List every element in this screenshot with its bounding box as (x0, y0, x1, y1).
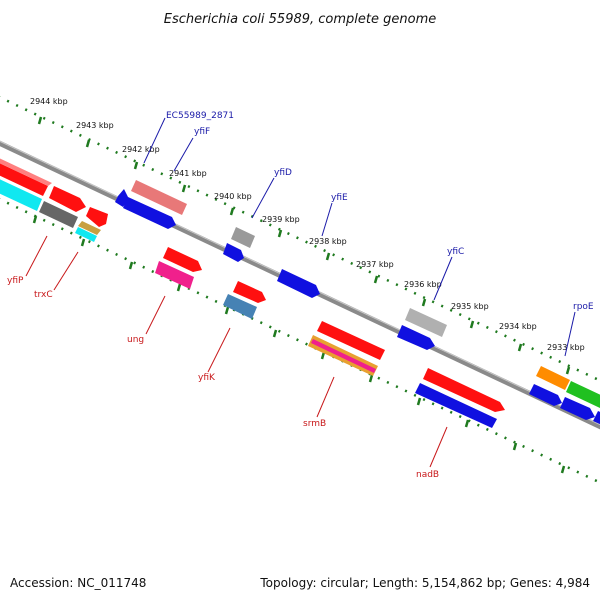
scale-label: 2934 kbp (499, 322, 537, 331)
gene-label: rpoE (573, 302, 594, 312)
feature-arrow (39, 201, 78, 228)
feature-arrow (131, 180, 187, 215)
feature-arrow (405, 308, 447, 337)
gene-label: yfiD (274, 168, 292, 178)
feature-arrow (0, 163, 48, 196)
feature-arrow (0, 158, 52, 186)
features-upper (0, 158, 600, 428)
scale-label: 2933 kbp (547, 343, 585, 352)
gene-label: nadB (416, 470, 439, 480)
top-label-leaders (143, 117, 576, 357)
scale-label: 2941 kbp (169, 169, 207, 178)
feature-arrow (223, 294, 257, 319)
inner-scale-ticks (32, 215, 566, 474)
feature-arrow (49, 186, 86, 212)
scale-label: 2939 kbp (262, 215, 300, 224)
gene-label: ung (127, 335, 144, 345)
gene-label: yfiP (7, 276, 24, 286)
scale-label: 2937 kbp (356, 260, 394, 269)
scale-label: 2935 kbp (451, 302, 489, 311)
feature-arrow (317, 321, 385, 360)
scale-label: 2943 kbp (76, 121, 114, 130)
feature-arrow (155, 261, 194, 289)
scale-label: 2944 kbp (30, 97, 68, 106)
scale-label: 2942 kbp (122, 145, 160, 154)
gene-label: yfiE (331, 193, 348, 203)
bottom-label-leaders (25, 235, 448, 468)
top-gene-labels: EC55989_2871 yfiF yfiD yfiE yfiC rpoE (166, 111, 594, 312)
feature-arrow (311, 339, 376, 373)
map-title: Escherichia coli 55989, complete genome (164, 12, 436, 27)
gene-label: trxC (34, 290, 53, 300)
feature-arrow (163, 247, 202, 272)
feature-arrow (75, 227, 97, 242)
gene-label: yfiK (198, 373, 216, 383)
accession-text: Accession: NC_011748 (10, 576, 146, 590)
outer-scale-ticks (37, 116, 571, 375)
feature-arrow (423, 368, 505, 412)
scale-label: 2936 kbp (404, 280, 442, 289)
gene-label: EC55989_2871 (166, 111, 234, 121)
genome-summary-text: Topology: circular; Length: 5,154,862 bp… (259, 576, 590, 590)
feature-arrow (566, 381, 600, 408)
map-body: 2944 kbp 2943 kbp 2942 kbp 2941 kbp 2940… (0, 96, 600, 484)
gene-label: srmB (303, 419, 326, 429)
scale-label: 2938 kbp (309, 237, 347, 246)
feature-arrow (231, 227, 255, 248)
feature-arrow (78, 221, 101, 235)
feature-arrow (0, 179, 42, 211)
gene-label: yfiF (194, 127, 210, 137)
feature-arrow (233, 281, 266, 303)
feature-arrow (86, 207, 108, 227)
feature-arrow (397, 325, 435, 350)
gene-label: yfiC (447, 247, 464, 257)
feature-arrow (415, 383, 497, 428)
scale-labels: 2944 kbp 2943 kbp 2942 kbp 2941 kbp 2940… (30, 97, 585, 352)
bottom-gene-labels: yfiP trxC ung yfiK srmB nadB (7, 276, 439, 480)
scale-label: 2940 kbp (214, 192, 252, 201)
feature-arrow (223, 243, 244, 262)
feature-arrow (536, 366, 570, 390)
feature-arrow (560, 397, 595, 420)
feature-arrow (277, 269, 320, 298)
feature-arrow (529, 384, 562, 406)
feature-arrow (593, 411, 600, 425)
feature-arrow (123, 197, 176, 229)
